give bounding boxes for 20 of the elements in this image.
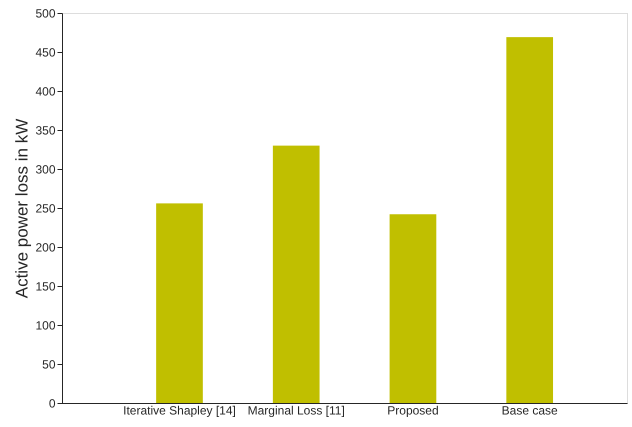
y-tick-label: 150 bbox=[35, 280, 56, 294]
bar bbox=[156, 203, 203, 403]
bar bbox=[272, 146, 320, 403]
y-tick-label: 350 bbox=[35, 124, 56, 138]
y-tick-label: 0 bbox=[48, 396, 56, 410]
x-tick-label: Proposed bbox=[387, 404, 439, 418]
y-tick-label: 50 bbox=[42, 358, 56, 372]
y-tick-label: 250 bbox=[35, 202, 56, 216]
y-tick-label: 100 bbox=[35, 318, 56, 332]
x-tick-label: Iterative Shapley [14] bbox=[123, 404, 236, 418]
bar bbox=[390, 214, 436, 403]
y-tick-label: 450 bbox=[35, 46, 56, 60]
y-tick-label: 200 bbox=[35, 240, 56, 254]
y-tick-label: 300 bbox=[35, 162, 56, 176]
y-tick-label: 500 bbox=[35, 6, 56, 20]
x-tick-label: Marginal Loss [11] bbox=[248, 404, 345, 418]
x-tick-label: Base case bbox=[502, 404, 558, 418]
y-axis-title: Active power loss in kW bbox=[12, 118, 32, 298]
y-tick-label: 400 bbox=[35, 84, 56, 98]
bar bbox=[506, 37, 554, 403]
